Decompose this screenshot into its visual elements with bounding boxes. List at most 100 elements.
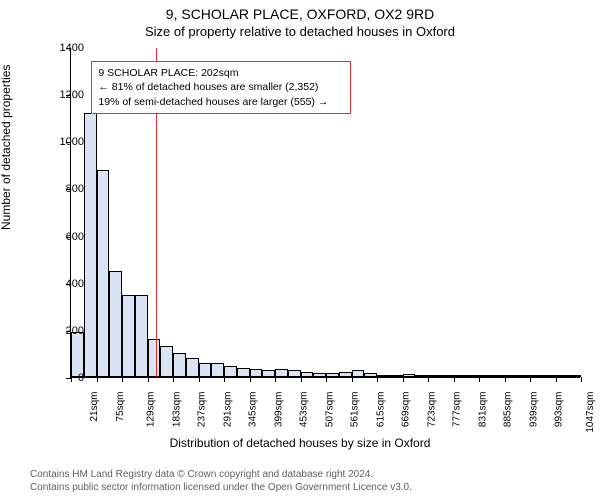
histogram-bar — [454, 375, 467, 377]
x-tick — [454, 377, 455, 382]
histogram-bar — [71, 332, 84, 377]
chart-container: 9, SCHOLAR PLACE, OXFORD, OX2 9RD Size o… — [0, 0, 600, 500]
y-tick-label: 400 — [66, 278, 84, 290]
x-tick — [581, 377, 582, 382]
histogram-bar — [211, 363, 224, 377]
histogram-bar — [556, 375, 569, 377]
x-tick — [556, 377, 557, 382]
y-tick-label: 200 — [66, 325, 84, 337]
x-tick — [479, 377, 480, 382]
y-tick-label: 1400 — [60, 42, 84, 54]
x-tick-label: 561sqm — [350, 392, 361, 428]
x-tick-label: 885sqm — [503, 392, 514, 428]
histogram-bar — [262, 370, 275, 377]
x-tick — [275, 377, 276, 382]
x-tick — [530, 377, 531, 382]
histogram-bar — [275, 369, 288, 377]
histogram-bar — [109, 271, 122, 377]
histogram-bar — [148, 339, 161, 377]
histogram-bar — [466, 375, 479, 377]
x-tick-label: 21sqm — [89, 392, 100, 422]
x-axis-label: Distribution of detached houses by size … — [0, 436, 600, 450]
histogram-bar — [160, 346, 173, 377]
x-tick-label: 615sqm — [375, 392, 386, 428]
histogram-bar — [505, 375, 518, 377]
histogram-bar — [543, 375, 556, 377]
histogram-bar — [135, 295, 148, 378]
x-tick — [377, 377, 378, 382]
y-tick-label: 800 — [66, 183, 84, 195]
histogram-bar — [288, 370, 301, 377]
x-tick-label: 183sqm — [171, 392, 182, 428]
x-tick — [97, 377, 98, 382]
x-tick-label: 75sqm — [115, 392, 126, 422]
y-tick-label: 600 — [66, 231, 84, 243]
x-tick — [122, 377, 123, 382]
annotation-line1: 9 SCHOLAR PLACE: 202sqm — [98, 66, 344, 80]
x-tick-label: 939sqm — [528, 392, 539, 428]
x-tick-label: 831sqm — [477, 392, 488, 428]
x-tick-label: 237sqm — [197, 392, 208, 428]
annotation-line2: ← 81% of detached houses are smaller (2,… — [98, 80, 344, 94]
x-tick-label: 1047sqm — [585, 392, 596, 433]
histogram-bar — [415, 375, 428, 377]
histogram-bar — [339, 372, 352, 377]
x-tick-label: 777sqm — [452, 392, 463, 428]
histogram-bar — [122, 295, 135, 378]
histogram-bar — [97, 170, 110, 377]
y-tick-label: 0 — [78, 372, 84, 384]
x-tick — [250, 377, 251, 382]
histogram-bar — [479, 375, 492, 377]
title-subtitle: Size of property relative to detached ho… — [0, 24, 600, 39]
histogram-bar — [530, 375, 543, 377]
y-axis-label: Number of detached properties — [0, 65, 13, 230]
x-tick — [224, 377, 225, 382]
histogram-bar — [364, 373, 377, 377]
x-tick — [352, 377, 353, 382]
histogram-bar — [492, 375, 505, 377]
x-tick — [301, 377, 302, 382]
footer: Contains HM Land Registry data © Crown c… — [30, 468, 586, 494]
annotation-line3: 19% of semi-detached houses are larger (… — [98, 95, 344, 109]
x-tick — [148, 377, 149, 382]
x-tick — [505, 377, 506, 382]
footer-line1: Contains HM Land Registry data © Crown c… — [30, 468, 586, 481]
histogram-bar — [224, 366, 237, 377]
histogram-bar — [428, 375, 441, 377]
histogram-bar — [326, 373, 339, 377]
histogram-bar — [186, 358, 199, 377]
histogram-bar — [390, 375, 403, 377]
histogram-bar — [403, 374, 416, 377]
histogram-bar — [441, 375, 454, 377]
x-tick-label: 993sqm — [554, 392, 565, 428]
annotation-box: 9 SCHOLAR PLACE: 202sqm ← 81% of detache… — [91, 61, 351, 114]
histogram-bar — [237, 368, 250, 377]
histogram-bar — [199, 363, 212, 377]
x-tick — [403, 377, 404, 382]
x-tick-label: 453sqm — [299, 392, 310, 428]
histogram-bar — [352, 370, 365, 377]
x-tick-label: 345sqm — [248, 392, 259, 428]
x-tick-label: 291sqm — [222, 392, 233, 428]
x-tick — [71, 377, 72, 382]
x-tick-label: 669sqm — [401, 392, 412, 428]
y-tick-label: 1000 — [60, 136, 84, 148]
histogram-bar — [301, 372, 314, 377]
histogram-bar — [173, 353, 186, 377]
histogram-bar — [568, 375, 581, 377]
x-tick — [326, 377, 327, 382]
histogram-bar — [377, 375, 390, 377]
x-tick-label: 129sqm — [146, 392, 157, 428]
y-tick-label: 1200 — [60, 89, 84, 101]
x-tick-label: 507sqm — [324, 392, 335, 428]
histogram-bar — [313, 373, 326, 377]
x-tick — [199, 377, 200, 382]
histogram-bar — [250, 369, 263, 377]
histogram-bar — [517, 375, 530, 377]
title-address: 9, SCHOLAR PLACE, OXFORD, OX2 9RD — [0, 6, 600, 22]
plot-area: 9 SCHOLAR PLACE: 202sqm ← 81% of detache… — [70, 48, 580, 378]
x-tick-label: 399sqm — [273, 392, 284, 428]
x-tick — [173, 377, 174, 382]
x-tick-label: 723sqm — [426, 392, 437, 428]
histogram-bar — [84, 113, 97, 377]
